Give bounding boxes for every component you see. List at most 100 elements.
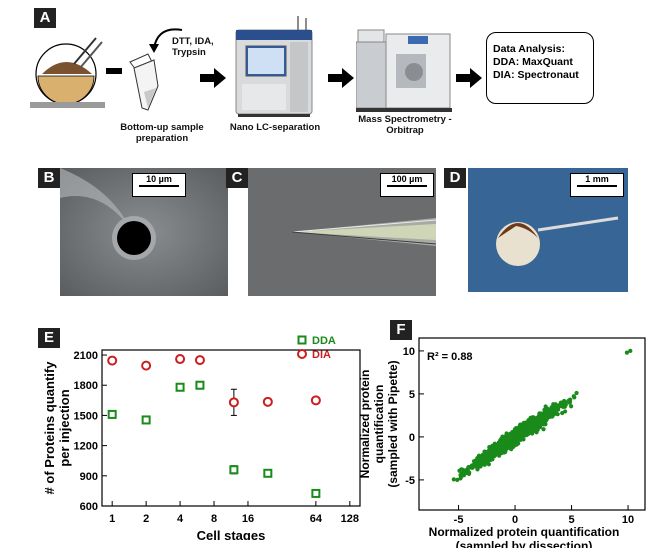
x-tick-label-e: 2	[143, 513, 149, 525]
data-point	[562, 404, 567, 409]
x-axis-label-f: Normalized protein quantification	[429, 525, 620, 539]
data-point	[544, 412, 549, 417]
data-point-dda	[175, 382, 185, 392]
data-point	[451, 477, 456, 482]
data-point	[559, 403, 564, 408]
data-point	[458, 476, 463, 481]
data-point-dda	[107, 409, 117, 419]
x-tick-label-f: 10	[622, 514, 634, 526]
y-tick-label-e: 2100	[74, 350, 98, 362]
panel-b-badge: B	[38, 168, 60, 188]
data-point-dia	[141, 360, 152, 371]
y-tick-label-f: 0	[409, 432, 415, 444]
data-point-dia	[194, 355, 205, 366]
y-axis-label-f: (sampled with Pipette)	[386, 360, 400, 487]
panel-d-badge: D	[444, 168, 466, 188]
scale-bar-b: 10 µm	[132, 173, 186, 197]
data-point-dia	[262, 396, 273, 407]
data-point	[489, 456, 495, 461]
data-point	[553, 406, 559, 412]
y-tick-label-f: 10	[403, 346, 415, 358]
x-axis-label-e: Cell stages	[197, 528, 266, 540]
data-point	[513, 437, 518, 442]
x-tick-label-f: -5	[454, 514, 464, 526]
data-point	[466, 470, 471, 475]
data-point-dda	[141, 415, 151, 425]
data-point	[478, 464, 483, 469]
data-point	[517, 425, 522, 430]
data-point	[505, 442, 510, 447]
micrograph-image-c	[248, 168, 436, 296]
data-point	[466, 464, 471, 470]
data-analysis-box: Data Analysis: DDA: MaxQuant DIA: Spectr…	[486, 32, 594, 104]
data-point	[624, 350, 630, 355]
plot-frame-f	[418, 337, 646, 511]
data-point	[517, 434, 522, 440]
lc-instrument-illustration	[235, 16, 313, 117]
tube-icon	[129, 53, 159, 111]
scale-label-c: 100 µm	[391, 174, 423, 184]
data-point-dia	[228, 397, 239, 408]
data-point	[502, 450, 507, 455]
chart-e: 600 900 1200 1500 1800 2100 1 2 4 8 16 64 128 Cell st…	[42, 335, 361, 540]
legend-label: DDA	[312, 335, 336, 347]
analysis-title: Data Analysis:	[493, 43, 565, 55]
scale-label-b: 10 µm	[146, 174, 172, 184]
arrow-icon	[328, 68, 354, 88]
data-point	[563, 409, 568, 414]
y-tick-label-e: 1500	[74, 410, 98, 422]
panel-f-badge: F	[390, 320, 412, 340]
y-tick-label-e: 1200	[74, 441, 98, 453]
reagents-label: DTT, IDA, Trypsin	[172, 36, 214, 58]
data-point	[509, 435, 514, 440]
data-point	[549, 407, 554, 412]
panel-a-badge: A	[34, 8, 56, 28]
arrow-icon	[106, 68, 122, 74]
embryo-dish-illustration	[30, 37, 105, 108]
legend-marker-dda	[297, 335, 307, 345]
data-point	[518, 431, 523, 436]
data-point	[533, 421, 539, 426]
data-point	[499, 440, 504, 446]
data-point	[531, 423, 536, 428]
data-point	[489, 450, 494, 455]
y-axis-label-f: Normalized protein	[358, 370, 372, 479]
x-axis-label-f: (sampled by dissection)	[456, 539, 593, 548]
analysis-dda: DDA: MaxQuant	[493, 56, 573, 68]
data-point	[471, 462, 477, 467]
data-point	[461, 469, 466, 474]
x-tick-label-e: 1	[109, 513, 115, 525]
data-point	[541, 427, 546, 432]
data-point-dda	[229, 465, 239, 475]
y-axis-label-e: # of Proteins quantify	[42, 361, 57, 495]
y-tick-label-e: 900	[80, 471, 98, 483]
data-point	[492, 452, 497, 457]
y-tick-label-e: 600	[80, 501, 98, 513]
data-point-dda	[195, 380, 205, 390]
x-tick-label-f: 0	[512, 514, 518, 526]
panel-e-badge: E	[38, 328, 60, 348]
y-tick-label-f: -5	[405, 475, 415, 487]
data-point-dia	[107, 355, 118, 366]
data-point-dda	[311, 488, 321, 498]
y-axis-label-f: quantification	[372, 385, 386, 464]
data-point	[553, 409, 558, 415]
arrow-icon	[456, 68, 482, 88]
data-point	[480, 455, 485, 460]
y-axis-label-e: per injection	[57, 389, 72, 466]
data-point	[571, 394, 576, 399]
arrow-icon	[200, 68, 226, 88]
r-squared-label: R² = 0.88	[427, 351, 473, 363]
data-point	[499, 436, 504, 441]
chart-f: -5 0 5 10 -5 0 5 10 R² = 0.88 Normalized protein …	[358, 337, 646, 548]
legend-label: DIA	[312, 349, 331, 361]
x-tick-label-e: 128	[341, 513, 359, 525]
y-tick-label-f: 5	[409, 389, 415, 401]
data-point	[499, 449, 504, 454]
data-point	[528, 420, 533, 425]
step3-label: Mass Spectrometry - Orbitrap	[358, 114, 452, 136]
analysis-dia: DIA: Spectronaut	[493, 69, 579, 81]
step1-label: Bottom-up sample preparation	[120, 122, 204, 144]
data-point	[563, 401, 568, 406]
